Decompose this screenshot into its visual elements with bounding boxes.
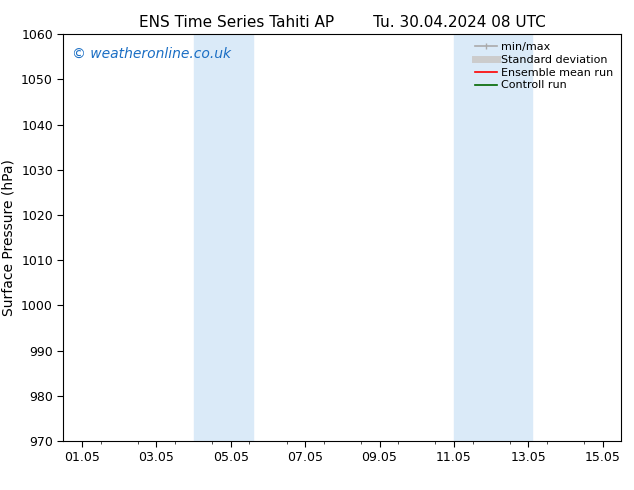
Title: ENS Time Series Tahiti AP        Tu. 30.04.2024 08 UTC: ENS Time Series Tahiti AP Tu. 30.04.2024… <box>139 15 546 30</box>
Text: © weatheronline.co.uk: © weatheronline.co.uk <box>72 47 231 60</box>
Legend: min/max, Standard deviation, Ensemble mean run, Controll run: min/max, Standard deviation, Ensemble me… <box>472 40 616 93</box>
Bar <box>193 34 253 441</box>
Bar <box>454 34 532 441</box>
Y-axis label: Surface Pressure (hPa): Surface Pressure (hPa) <box>1 159 16 316</box>
